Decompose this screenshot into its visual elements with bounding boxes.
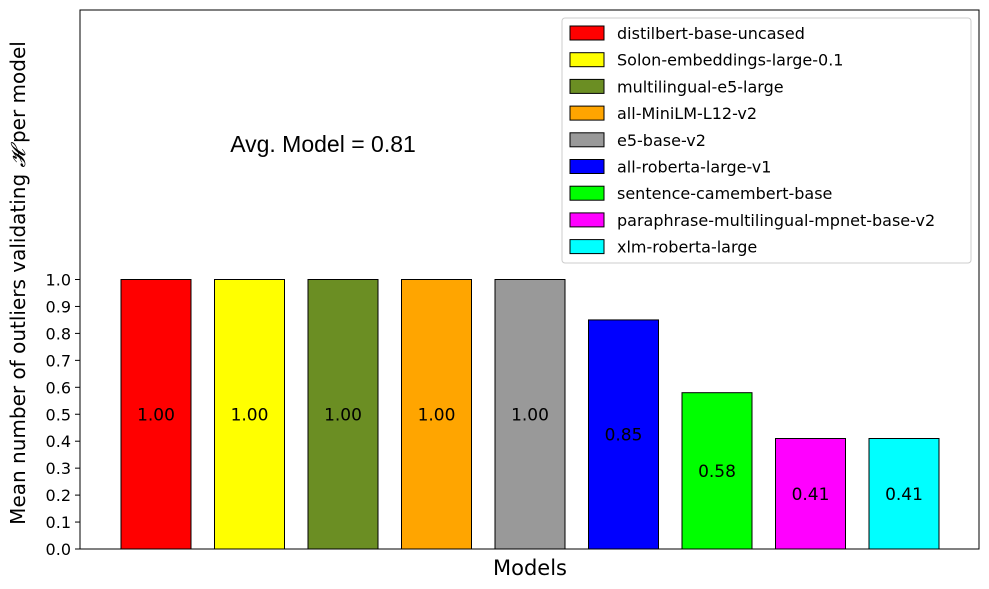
legend-label: e5-base-v2	[617, 131, 706, 150]
bar-value-label: 0.85	[605, 425, 643, 445]
bar-xlm-roberta-large	[868, 438, 940, 550]
bar-value-label: 1.00	[231, 405, 269, 425]
bar-value-label: 1.00	[324, 405, 362, 425]
bar-multilingual-e5-large	[307, 279, 379, 550]
bar-value-label: 0.58	[698, 462, 736, 482]
legend	[561, 17, 972, 264]
legend-label: all-roberta-large-v1	[617, 158, 771, 177]
legend-swatch	[569, 239, 605, 255]
y-tick-label: 0.7	[46, 351, 71, 370]
legend-label: sentence-camembert-base	[617, 184, 832, 203]
legend-label: all-MiniLM-L12-v2	[617, 104, 757, 123]
legend-swatch	[569, 159, 605, 174]
bar-value-label: 1.00	[511, 405, 549, 425]
bar-value-label: 1.00	[137, 405, 175, 425]
y-tick-label: 0.6	[46, 378, 71, 397]
legend-swatch	[569, 105, 605, 121]
legend-swatch	[569, 78, 605, 94]
bar-all-MiniLM-L12-v2	[401, 279, 472, 550]
legend-label: distilbert-base-uncased	[617, 24, 805, 43]
y-tick-label: 0.3	[46, 459, 71, 478]
legend-label: Solon-embeddings-large-0.1	[617, 51, 843, 70]
y-tick-label: 0.4	[46, 432, 71, 451]
y-tick-label: 0.0	[46, 540, 71, 559]
bar-paraphrase-multilingual-mpnet-base-v2	[775, 438, 846, 550]
x-axis-label: Models	[493, 556, 567, 580]
y-axis-label-suffix: per model	[6, 41, 30, 149]
legend-swatch	[569, 185, 605, 201]
y-axis-label: Mean number of outliers validating 𝓗 per…	[6, 41, 30, 525]
bar-Solon-embeddings-large-0.1	[214, 279, 285, 550]
legend-swatch	[569, 25, 605, 41]
legend-label: xlm-roberta-large	[617, 238, 757, 257]
y-tick-label: 0.8	[46, 324, 71, 343]
y-axis-label-prefix: Mean number of outliers validating	[6, 167, 30, 524]
y-tick-label: 0.5	[46, 405, 71, 424]
bar-value-label: 1.00	[418, 405, 456, 425]
bar-value-label: 0.41	[792, 485, 830, 505]
y-tick-label: 0.1	[46, 513, 71, 532]
bar-all-roberta-large-v1	[588, 319, 659, 550]
y-tick-label: 0.2	[46, 486, 71, 505]
bar-value-label: 0.41	[885, 485, 923, 505]
legend-label: paraphrase-multilingual-mpnet-base-v2	[617, 211, 935, 230]
legend-swatch	[569, 52, 605, 68]
average-annotation: Avg. Model = 0.81	[230, 131, 416, 157]
legend-swatch	[569, 212, 605, 228]
bar-e5-base-v2	[494, 279, 566, 550]
bar-distilbert-base-uncased	[120, 279, 192, 550]
legend-label: multilingual-e5-large	[617, 77, 784, 96]
y-tick-label: 0.9	[46, 297, 71, 316]
bar-sentence-camembert-base	[681, 392, 753, 550]
legend-swatch	[569, 132, 605, 148]
y-tick-label: 1.0	[46, 271, 71, 290]
